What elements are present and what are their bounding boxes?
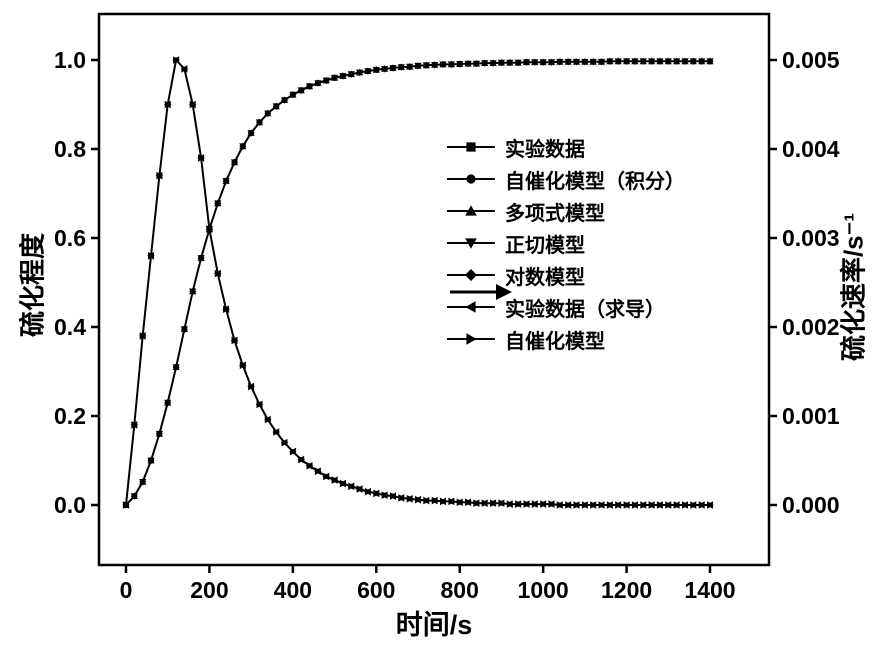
legend-item: 实验数据	[446, 131, 685, 163]
degree-of-cure-curve	[122, 57, 714, 509]
legend-label: 自催化模型（积分）	[505, 170, 685, 193]
y-axis-title-left: 硫化程度	[17, 232, 48, 338]
cure-rate-curve	[122, 56, 714, 509]
triangle-right-marker-icon	[447, 333, 495, 345]
y-left-tick-label: 0.6	[54, 225, 86, 251]
x-tick-label: 600	[357, 577, 395, 603]
diamond-marker-icon	[447, 269, 495, 281]
y-left-tick-label: 0.0	[54, 492, 86, 518]
legend-label: 对数模型	[505, 266, 585, 289]
y-left-tick-label: 0.8	[54, 136, 86, 162]
y-left-tick-label: 0.4	[54, 314, 86, 340]
right-axis-arrow-icon	[450, 284, 512, 300]
legend-item: 自催化模型	[446, 323, 685, 355]
x-tick-label: 800	[441, 577, 479, 603]
legend-item: 正切模型	[446, 227, 685, 259]
triangle-down-marker-icon	[447, 238, 495, 249]
y-right-tick-label: 0.005	[782, 47, 840, 73]
legend: 实验数据自催化模型（积分） 多项式模型正切模型对数模型实验数据（求导） 自催化模型	[446, 131, 685, 355]
legend-label: 实验数据（求导）	[505, 298, 665, 321]
legend-item: 实验数据（求导）	[446, 291, 685, 323]
legend-item: 多项式模型	[446, 195, 685, 227]
y-left-tick-label: 1.0	[54, 47, 86, 73]
legend-item: 自催化模型（积分）	[446, 163, 685, 195]
legend-label: 正切模型	[505, 234, 585, 257]
y-left-tick-label: 0.2	[54, 403, 86, 429]
legend-label: 实验数据	[505, 138, 585, 161]
x-tick-label: 200	[190, 577, 228, 603]
x-tick-label: 400	[274, 577, 312, 603]
triangle-up-marker-icon	[447, 205, 495, 216]
x-tick-label: 1400	[684, 577, 735, 603]
y-right-tick-label: 0.001	[782, 403, 840, 429]
y-right-tick-label: 0.004	[782, 136, 840, 162]
y-axis-title-right: 硫化速率/s⁻¹	[838, 212, 869, 362]
x-tick-label: 1200	[601, 577, 652, 603]
y-right-tick-label: 0.000	[782, 492, 840, 518]
triangle-left-marker-icon	[447, 301, 495, 313]
legend-label: 多项式模型	[505, 202, 605, 225]
circle-marker-icon	[447, 174, 495, 184]
legend-label: 自催化模型	[505, 330, 605, 353]
legend-item: 对数模型	[446, 259, 685, 291]
square-marker-icon	[447, 142, 495, 152]
plot-frame	[97, 12, 771, 567]
x-tick-label: 0	[120, 577, 133, 603]
y-right-tick-label: 0.002	[782, 314, 840, 340]
y-right-tick-label: 0.003	[782, 225, 840, 251]
x-axis-title: 时间/s	[395, 610, 473, 640]
x-tick-label: 1000	[518, 577, 569, 603]
